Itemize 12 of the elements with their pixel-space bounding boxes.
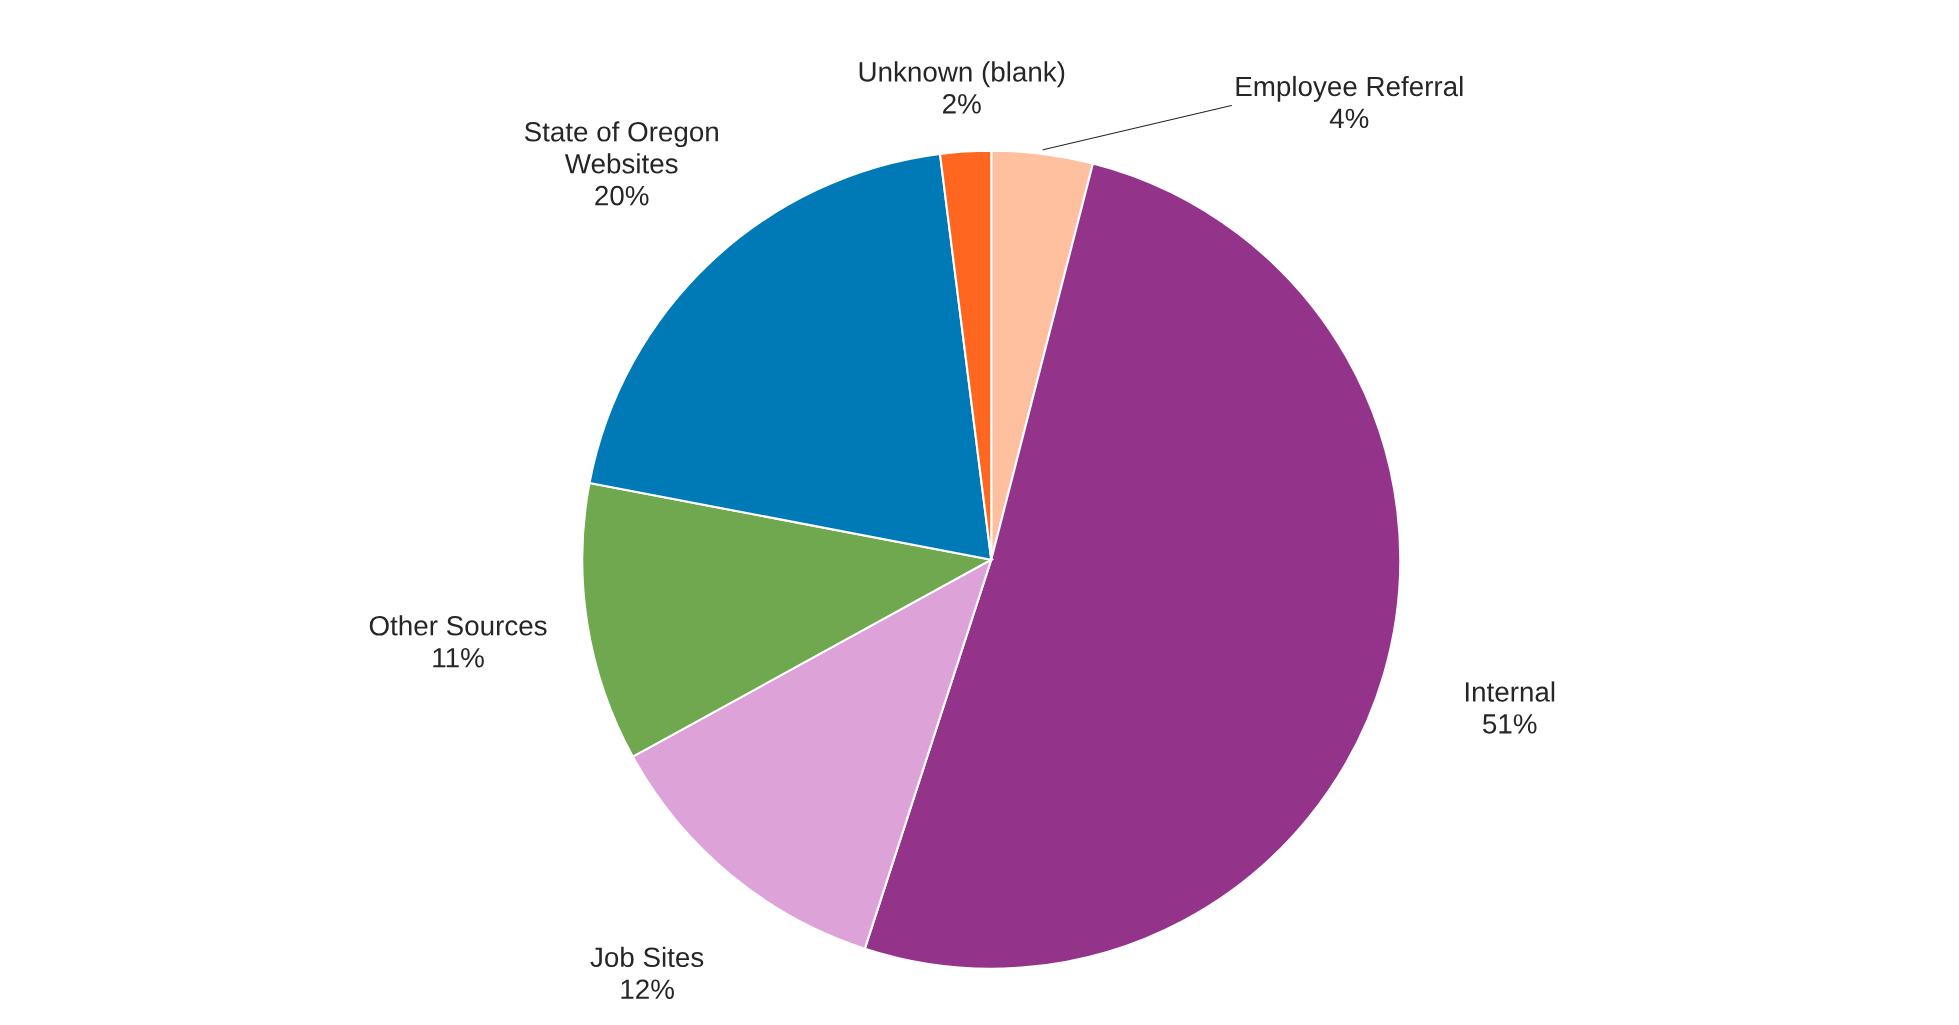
data-label: 20%	[595, 185, 649, 206]
slice-label: State of Oregon Websites	[524, 121, 718, 174]
slice-label: Employee Referral	[1236, 75, 1463, 102]
slice-label: Job Sites	[590, 946, 704, 968]
data-label: 11%	[433, 647, 484, 668]
data-label: 51%	[1483, 714, 1537, 734]
data-label: 2%	[943, 93, 981, 114]
slice-label: Internal	[1465, 681, 1555, 702]
data-label: 4%	[1329, 108, 1369, 129]
slice-label: Other Sources	[369, 615, 547, 636]
data-label: 12%	[621, 979, 674, 999]
slice-label: Unknown (blank)	[859, 61, 1065, 88]
